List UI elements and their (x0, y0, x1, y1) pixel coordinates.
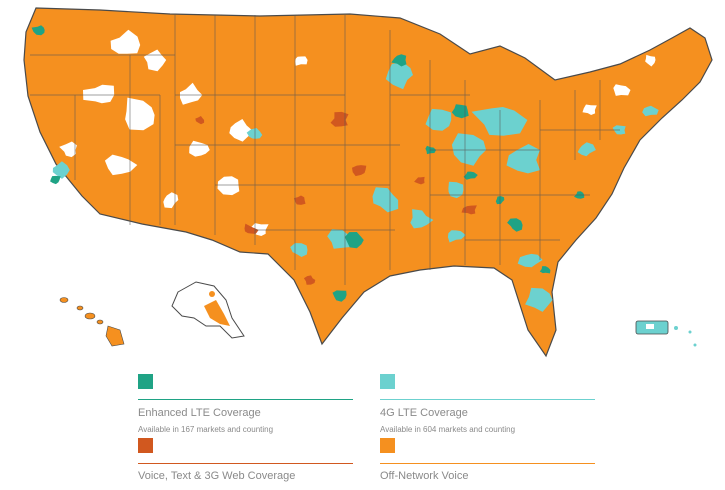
voice-3g-swatch (138, 438, 153, 453)
coverage-map-svg (23, 7, 713, 358)
4g-lte-swatch (380, 374, 395, 389)
enhanced-lte-area (332, 290, 347, 302)
voice-3g-area (414, 176, 425, 185)
alaska-coverage-spot (209, 291, 215, 297)
enhanced-lte-area (463, 171, 478, 180)
4g-lte-rule (380, 399, 595, 400)
coverage-areas (31, 25, 659, 312)
voice-3g-title: Voice, Text & 3G Web Coverage (138, 470, 296, 482)
no-coverage-area (295, 56, 308, 66)
enhanced-lte-area (507, 218, 523, 232)
off-network-rule (380, 463, 595, 464)
lte-4g-area (451, 133, 487, 166)
lte-4g-area (246, 128, 263, 139)
lte-4g-area (471, 107, 528, 136)
4g-lte-subtitle: Available in 604 markets and counting (380, 425, 516, 434)
lte-4g-area (425, 108, 452, 131)
lte-4g-area (577, 142, 596, 157)
legend: Enhanced LTE Coverage Available in 167 m… (0, 368, 725, 490)
voice-3g-area (330, 111, 349, 127)
lte-4g-area (506, 144, 540, 174)
enhanced-lte-title: Enhanced LTE Coverage (138, 407, 261, 419)
lte-4g-area (448, 181, 464, 199)
enhanced-lte-area (31, 25, 45, 36)
contiguous-us (23, 7, 713, 358)
no-coverage-area (110, 29, 141, 54)
enhanced-lte-area (451, 104, 469, 119)
no-coverage-area (229, 119, 252, 142)
no-coverage-area (645, 54, 656, 67)
lte-4g-area (525, 287, 553, 312)
enhanced-lte-swatch (138, 374, 153, 389)
voice-3g-area (293, 195, 306, 205)
puerto-rico (635, 320, 697, 347)
enhanced-lte-area (539, 266, 551, 274)
coverage-map (23, 7, 713, 358)
off-network-title: Off-Network Voice (380, 470, 469, 482)
lte-4g-area (372, 187, 399, 213)
enhanced-lte-rule (138, 399, 353, 400)
state-borders (30, 15, 620, 285)
voice-3g-area (352, 165, 367, 177)
lte-4g-area (517, 253, 543, 268)
lte-4g-area (290, 243, 308, 257)
voice-3g-area (303, 275, 316, 285)
enhanced-lte-area (391, 54, 407, 67)
lte-4g-area (447, 230, 466, 243)
no-coverage-area (104, 154, 138, 176)
no-coverage-area (163, 192, 179, 209)
no-coverage-area (582, 104, 597, 115)
off-network-swatch (380, 438, 395, 453)
no-coverage-area (125, 97, 155, 131)
lte-4g-area (410, 209, 434, 229)
no-coverage-area (613, 84, 631, 96)
no-coverage-area (180, 82, 203, 105)
alaska-coverage (204, 300, 230, 326)
enhanced-lte-subtitle: Available in 167 markets and counting (138, 425, 274, 434)
lte-4g-area (642, 105, 659, 117)
no-coverage-area (83, 84, 115, 104)
4g-lte-title: 4G LTE Coverage (380, 407, 468, 419)
hawaii (59, 297, 125, 347)
enhanced-lte-area (50, 175, 61, 185)
lte-4g-area (52, 161, 70, 179)
voice-3g-rule (138, 463, 353, 464)
no-coverage-area (59, 141, 77, 158)
no-coverage-area (217, 176, 240, 196)
lte-4g-area (385, 62, 413, 90)
lte-4g-area (327, 229, 355, 249)
voice-3g-area (195, 116, 205, 125)
enhanced-lte-area (344, 232, 364, 249)
